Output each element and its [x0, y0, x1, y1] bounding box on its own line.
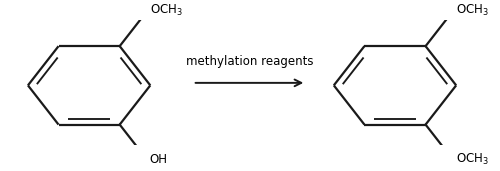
Text: OCH$_3$: OCH$_3$	[456, 3, 488, 18]
Text: OCH$_3$: OCH$_3$	[150, 3, 182, 18]
Text: OH: OH	[150, 153, 168, 166]
Text: methylation reagents: methylation reagents	[186, 55, 313, 68]
Text: OCH$_3$: OCH$_3$	[456, 152, 488, 167]
